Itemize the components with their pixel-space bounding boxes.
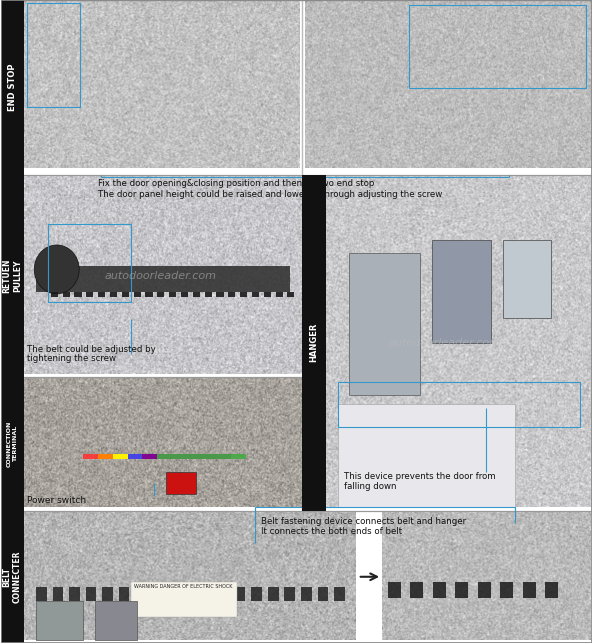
Bar xyxy=(263,292,271,297)
Bar xyxy=(252,587,262,601)
Bar xyxy=(235,587,246,601)
Bar xyxy=(157,454,246,459)
Bar xyxy=(86,292,94,297)
Bar xyxy=(136,587,146,601)
Bar xyxy=(301,587,311,601)
Bar xyxy=(134,292,141,297)
Text: The belt could be adjusted by: The belt could be adjusted by xyxy=(27,345,156,354)
Bar xyxy=(152,587,163,601)
Text: autodoorleader.com: autodoorleader.com xyxy=(388,338,500,348)
Bar xyxy=(51,292,58,297)
Text: END STOP: END STOP xyxy=(8,64,17,111)
Bar xyxy=(218,587,229,601)
Bar xyxy=(102,587,113,601)
Bar xyxy=(36,587,47,601)
Bar xyxy=(131,582,237,617)
Bar xyxy=(275,292,282,297)
Text: BELT
CONNECTER: BELT CONNECTER xyxy=(2,550,22,603)
Bar xyxy=(1,175,24,377)
Bar xyxy=(388,582,401,598)
Bar xyxy=(128,454,217,459)
Bar xyxy=(500,582,513,598)
Bar xyxy=(193,292,200,297)
Circle shape xyxy=(34,245,79,294)
Bar xyxy=(36,601,83,640)
Bar xyxy=(110,292,117,297)
Bar xyxy=(268,587,278,601)
Bar xyxy=(317,587,328,601)
Bar xyxy=(122,292,129,297)
Bar xyxy=(287,292,294,297)
Bar xyxy=(27,3,81,107)
Bar xyxy=(69,587,80,601)
Bar xyxy=(1,511,24,643)
Text: WARNING DANGER OF ELECTRIC SHOCK: WARNING DANGER OF ELECTRIC SHOCK xyxy=(134,584,232,589)
Bar xyxy=(284,587,295,601)
Text: CONNECTION
TERMINAL: CONNECTION TERMINAL xyxy=(7,421,18,467)
Bar xyxy=(53,587,63,601)
Bar xyxy=(337,404,515,507)
Bar xyxy=(408,5,586,88)
Bar xyxy=(181,292,188,297)
Text: The door panel height could be raised and lowered through adjusting the screw: The door panel height could be raised an… xyxy=(98,190,442,199)
Bar xyxy=(455,582,468,598)
Bar xyxy=(98,454,187,459)
Bar xyxy=(217,292,224,297)
Bar xyxy=(1,0,24,175)
Bar xyxy=(157,292,165,297)
Bar xyxy=(169,587,179,601)
Text: falling down: falling down xyxy=(343,482,396,491)
Bar xyxy=(185,587,196,601)
Bar xyxy=(63,292,70,297)
Bar xyxy=(1,377,302,511)
Bar xyxy=(1,175,302,377)
Bar xyxy=(334,587,345,601)
Bar xyxy=(523,582,536,598)
Bar xyxy=(252,292,259,297)
Bar xyxy=(240,292,247,297)
Bar xyxy=(202,587,213,601)
Bar xyxy=(349,253,420,395)
Text: Fix the door opening&closing position and then fix two end stop: Fix the door opening&closing position an… xyxy=(98,179,375,188)
Bar xyxy=(169,292,176,297)
Text: It connects the both ends of belt: It connects the both ends of belt xyxy=(260,527,402,536)
Bar xyxy=(48,224,131,302)
Text: autodoorleader.com: autodoorleader.com xyxy=(104,271,216,281)
Bar xyxy=(432,240,491,343)
Bar xyxy=(146,292,153,297)
Text: tightening the screw: tightening the screw xyxy=(27,354,116,363)
Bar xyxy=(98,292,105,297)
Bar xyxy=(545,582,558,598)
Bar xyxy=(95,601,137,640)
Bar xyxy=(1,377,24,511)
Bar xyxy=(433,582,446,598)
Bar xyxy=(302,175,592,511)
Text: HANGER: HANGER xyxy=(310,323,318,363)
Text: Belt fastening device connects belt and hanger: Belt fastening device connects belt and … xyxy=(260,517,466,526)
Bar xyxy=(1,511,592,643)
Text: autodoorleader.com: autodoorleader.com xyxy=(104,439,216,449)
Bar xyxy=(1,0,592,175)
Bar xyxy=(143,454,231,459)
Bar xyxy=(75,292,82,297)
Text: Power switch: Power switch xyxy=(27,496,86,505)
Text: This device prevents the door from: This device prevents the door from xyxy=(343,472,495,481)
Bar xyxy=(83,454,172,459)
Text: autodoorleader.com: autodoorleader.com xyxy=(134,572,246,582)
Bar xyxy=(410,582,423,598)
Bar xyxy=(86,587,96,601)
Bar xyxy=(166,472,196,494)
Bar xyxy=(36,266,290,292)
Bar xyxy=(503,240,551,318)
Bar xyxy=(478,582,491,598)
Bar xyxy=(205,292,212,297)
Bar xyxy=(119,587,130,601)
Bar xyxy=(337,382,580,427)
Bar xyxy=(229,292,236,297)
Bar xyxy=(302,175,326,511)
Text: RETUEN
PULLEY: RETUEN PULLEY xyxy=(2,258,22,293)
Bar xyxy=(113,454,202,459)
